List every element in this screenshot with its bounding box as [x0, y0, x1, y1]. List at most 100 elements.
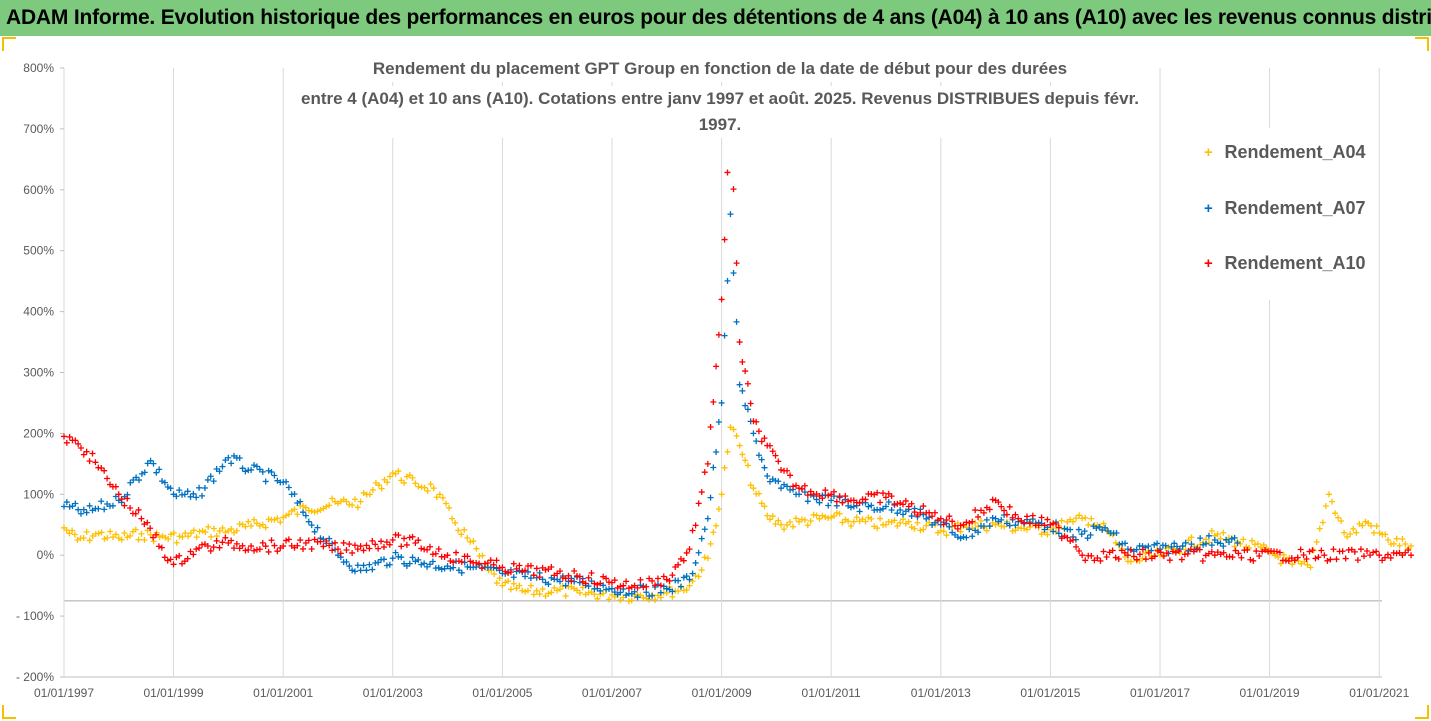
data-point: [643, 589, 650, 596]
data-point: [147, 525, 154, 532]
data-point: [132, 510, 139, 517]
data-point: [1044, 531, 1051, 538]
data-point: [1102, 524, 1109, 531]
data-point: [429, 558, 436, 565]
x-tick-label: 01/01/2007: [582, 686, 642, 700]
data-point: [669, 593, 676, 600]
data-point: [1190, 548, 1197, 555]
data-point: [1393, 535, 1400, 542]
data-point: [790, 523, 797, 530]
data-point: [219, 463, 226, 470]
data-point: [1304, 561, 1311, 568]
x-tick-label: 01/01/1999: [143, 686, 203, 700]
data-point: [455, 558, 462, 565]
data-point: [1335, 514, 1342, 521]
data-point: [631, 588, 638, 595]
data-point: [937, 515, 944, 522]
data-point: [190, 490, 197, 497]
data-point: [845, 518, 852, 525]
data-point: [83, 528, 90, 535]
data-point: [502, 579, 509, 586]
data-point: [360, 562, 367, 569]
data-point: [1001, 523, 1008, 530]
data-point: [1088, 515, 1095, 522]
data-point: [744, 406, 751, 413]
data-point: [351, 568, 358, 575]
data-point: [1003, 511, 1010, 518]
data-point: [256, 522, 263, 529]
data-point: [357, 498, 364, 505]
data-point: [1244, 546, 1251, 553]
data-point: [1324, 557, 1331, 564]
data-point: [755, 428, 762, 435]
data-point: [248, 466, 255, 473]
data-point: [516, 582, 523, 589]
data-point: [804, 498, 811, 505]
data-point: [856, 508, 863, 515]
data-point: [228, 537, 235, 544]
data-point: [1178, 556, 1185, 563]
y-tick-label: 0%: [37, 548, 55, 562]
data-point: [453, 549, 460, 556]
data-point: [1357, 546, 1364, 553]
data-point: [245, 546, 252, 553]
data-point: [801, 516, 808, 523]
data-point: [715, 505, 722, 512]
data-point: [839, 519, 846, 526]
data-point: [1093, 525, 1100, 532]
data-point: [914, 519, 921, 526]
data-point: [1112, 554, 1119, 561]
data-point: [253, 463, 260, 470]
data-point: [951, 522, 958, 529]
data-point: [966, 519, 973, 526]
data-point: [259, 521, 266, 528]
data-point: [1300, 551, 1307, 558]
data-point: [591, 591, 598, 598]
data-point: [366, 545, 373, 552]
data-point: [507, 569, 514, 576]
data-point: [80, 506, 87, 513]
data-point: [233, 527, 240, 534]
data-point: [421, 484, 428, 491]
data-point: [675, 588, 682, 595]
data-point: [721, 464, 728, 471]
data-point: [1373, 523, 1380, 530]
data-point: [424, 488, 431, 495]
data-point: [406, 560, 413, 567]
data-point: [1312, 555, 1319, 562]
data-point: [1050, 528, 1057, 535]
data-point: [1179, 543, 1186, 550]
data-point: [1298, 560, 1305, 567]
data-point: [386, 541, 393, 548]
data-point: [450, 564, 457, 571]
data-point: [744, 380, 751, 387]
data-point: [101, 506, 108, 513]
data-point: [491, 571, 498, 578]
data-point: [1188, 534, 1195, 541]
data-point: [204, 476, 211, 483]
data-point: [1273, 548, 1280, 555]
data-point: [455, 527, 462, 534]
data-point: [513, 585, 520, 592]
data-point: [905, 503, 912, 510]
data-point: [1050, 520, 1057, 527]
data-point: [1012, 522, 1019, 529]
data-point: [1390, 540, 1397, 547]
data-point: [929, 513, 936, 520]
data-point: [77, 445, 84, 452]
data-point: [473, 559, 480, 566]
data-point: [1370, 529, 1377, 536]
data-point: [683, 573, 690, 580]
data-point: [398, 554, 405, 561]
data-point: [897, 519, 904, 526]
data-point: [1373, 548, 1380, 555]
data-point: [75, 440, 82, 447]
data-point: [816, 499, 823, 506]
data-point: [118, 536, 125, 543]
data-point: [730, 186, 737, 193]
data-point: [478, 565, 485, 572]
data-point: [66, 530, 73, 537]
data-point: [701, 526, 708, 533]
data-point: [464, 553, 471, 560]
data-point: [196, 484, 203, 491]
